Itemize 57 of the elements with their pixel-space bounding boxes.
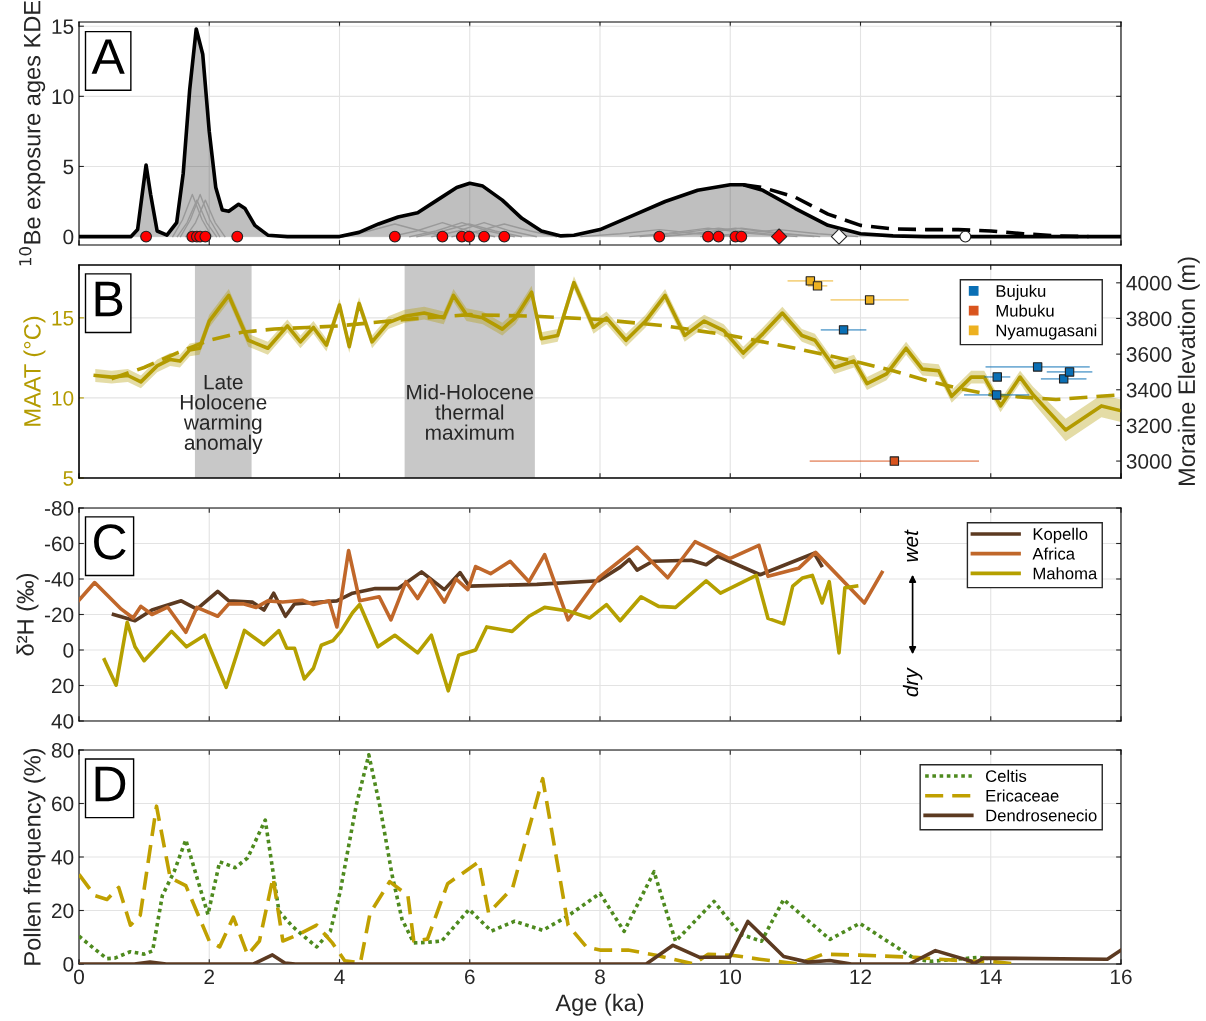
y-axis-title: $^{10}$Be exposure ages KDE bbox=[18, 0, 46, 266]
y-tick-label: 0 bbox=[63, 229, 74, 245]
y-axis-title: MAAT (°C) bbox=[23, 316, 46, 426]
x-tick-label: 16 bbox=[1111, 969, 1132, 985]
y2-axis-title: Moraine Elevation (m) bbox=[1177, 257, 1200, 486]
x-tick-label: 14 bbox=[980, 969, 1002, 984]
legend-label: Kopello bbox=[1033, 527, 1088, 544]
legend-label: Mahoma bbox=[1033, 567, 1098, 580]
annotation: B bbox=[95, 281, 123, 317]
y2-tick-label: 3000 bbox=[1126, 454, 1172, 469]
y-tick-label: 60 bbox=[52, 796, 74, 812]
y-tick-label: -40 bbox=[44, 572, 74, 587]
y2-tick-label: 3400 bbox=[1126, 382, 1172, 398]
annotation: C bbox=[94, 524, 126, 560]
x-tick-label: 4 bbox=[334, 969, 345, 984]
y-tick-label: 80 bbox=[51, 743, 74, 758]
y-tick-label: -80 bbox=[44, 501, 74, 516]
y-tick-label: 5 bbox=[63, 159, 74, 175]
y-tick-label: 0 bbox=[63, 643, 74, 658]
y-tick-label: 15 bbox=[52, 19, 74, 34]
y-axis-title: Pollen frequency (%) bbox=[23, 748, 46, 965]
band-label: Late Holocene warming anomaly bbox=[180, 374, 267, 455]
y-tick-label: 0 bbox=[63, 957, 74, 972]
x-tick-label: 12 bbox=[850, 969, 872, 984]
y-tick-label: 40 bbox=[51, 714, 74, 729]
legend-label: Ericaceae bbox=[986, 789, 1059, 802]
y-tick-label: 10 bbox=[52, 390, 74, 406]
y-tick-label: 10 bbox=[52, 89, 74, 105]
y-tick-label: -20 bbox=[44, 607, 74, 623]
y2-tick-label: 3800 bbox=[1126, 311, 1172, 327]
legend-label: Africa bbox=[1032, 547, 1076, 560]
y2-tick-label: 4000 bbox=[1126, 275, 1172, 291]
x-axis-title: Age (ka) bbox=[555, 993, 644, 1016]
y-tick-label: -60 bbox=[44, 536, 74, 552]
y-tick-label: 20 bbox=[52, 903, 74, 919]
legend-label: Celtis bbox=[985, 769, 1027, 782]
x-tick-label: 8 bbox=[595, 969, 605, 985]
x-tick-label: 2 bbox=[204, 969, 214, 984]
x-tick-label: 6 bbox=[465, 969, 475, 985]
y2-tick-label: 3200 bbox=[1126, 418, 1172, 434]
band-label: Mid-Holocene thermal maximum bbox=[407, 384, 534, 440]
annotation: wet bbox=[904, 529, 919, 562]
y2-tick-label: 3600 bbox=[1126, 347, 1172, 362]
annotation: D bbox=[95, 766, 126, 802]
legend-label: Mubuku bbox=[996, 304, 1054, 317]
y-tick-label: 20 bbox=[52, 678, 74, 694]
legend-label: Dendrosenecio bbox=[986, 809, 1097, 822]
annotation: A bbox=[91, 39, 125, 74]
y-axis-title: δ²H (‰) bbox=[16, 573, 39, 656]
y-tick-label: 40 bbox=[51, 850, 74, 865]
y-tick-label: 15 bbox=[52, 311, 74, 326]
annotation: dry bbox=[902, 667, 923, 697]
y-tick-label: 5 bbox=[63, 471, 74, 486]
legend-label: Bujuku bbox=[996, 284, 1046, 301]
legend-label: Nyamugasani bbox=[996, 324, 1097, 340]
x-tick-label: 10 bbox=[720, 969, 742, 985]
x-tick-label: 0 bbox=[74, 969, 84, 985]
